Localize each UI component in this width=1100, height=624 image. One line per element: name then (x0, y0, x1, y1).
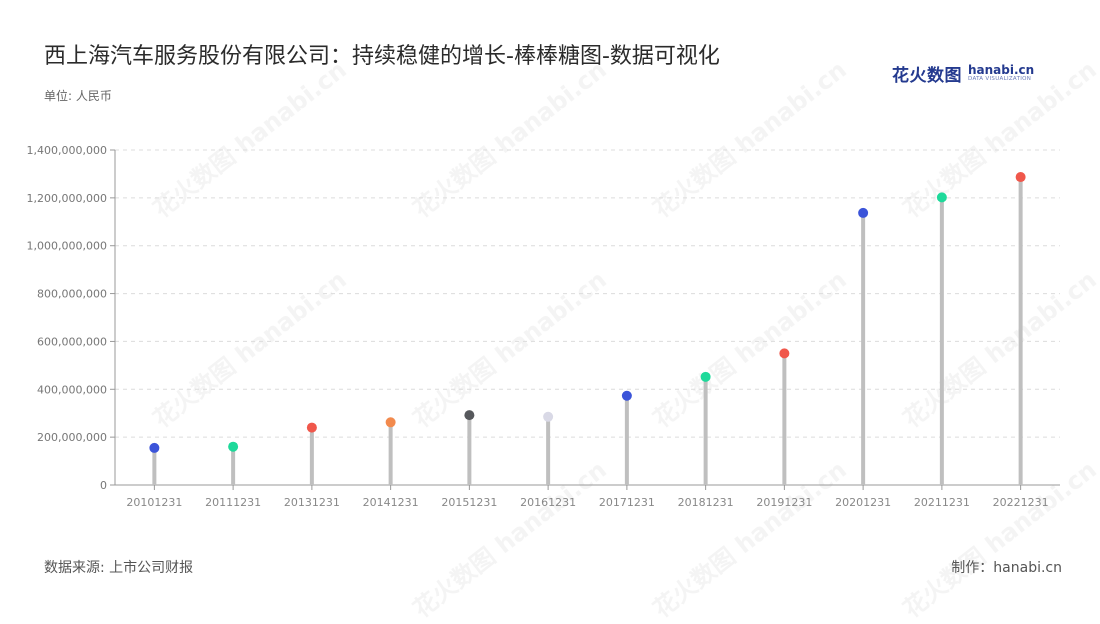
x-tick-label: 20111231 (205, 496, 261, 509)
y-tick-label: 200,000,000 (37, 431, 107, 444)
lollipop-point (700, 371, 711, 382)
data-source: 数据来源: 上市公司财报 (44, 560, 194, 576)
x-tick-label: 20161231 (520, 496, 576, 509)
chart-maker: 制作：hanabi.cn (951, 560, 1062, 576)
x-tick-label: 20171231 (599, 496, 655, 509)
y-tick-label: 0 (100, 479, 107, 492)
lollipop-point (228, 441, 239, 452)
x-tick-label: 20181231 (678, 496, 734, 509)
x-tick-label: 20141231 (363, 496, 419, 509)
brand-name-cn: 花火数图 (892, 65, 962, 86)
y-tick-label: 400,000,000 (37, 383, 107, 396)
brand-tagline: DATA VISUALIZATION (968, 75, 1032, 82)
y-tick-label: 1,400,000,000 (27, 144, 107, 157)
lollipop-point (858, 207, 869, 218)
brand-name-en: hanabi.cn DATA VISUALIZATION (968, 64, 1034, 83)
lollipop-chart: 0 200,000,000 400,000,000 600,000,000 800,00… (27, 144, 1060, 509)
x-tick-label: 20191231 (756, 496, 812, 509)
lollipop-point (464, 410, 475, 421)
brand-logo: 花火数图 hanabi.cn DATA VISUALIZATION (892, 60, 1042, 86)
x-tick-label: 20131231 (284, 496, 340, 509)
y-tick-label: 600,000,000 (37, 335, 107, 348)
x-tick-label: 20211231 (914, 496, 970, 509)
lollipop-point (1015, 172, 1026, 183)
x-tick-label: 20201231 (835, 496, 891, 509)
lollipop-point (543, 411, 554, 422)
y-tick-label: 800,000,000 (37, 288, 107, 301)
lollipop-point (385, 417, 396, 428)
lollipop-point (779, 348, 790, 359)
brand-domain: hanabi.cn (968, 62, 1035, 77)
lollipop-point (149, 442, 160, 453)
y-tick-label: 1,200,000,000 (27, 192, 107, 205)
x-tick-label: 20221231 (993, 496, 1049, 509)
x-tick-label: 20151231 (441, 496, 497, 509)
chart-title: 西上海汽车服务股份有限公司：持续稳健的增长-棒棒糖图-数据可视化 (44, 44, 720, 69)
unit-label: 单位: 人民币 (44, 89, 112, 103)
lollipop-point (306, 422, 317, 433)
lollipop-point (936, 192, 947, 203)
y-tick-label: 1,000,000,000 (27, 240, 107, 253)
lollipop-point (621, 390, 632, 401)
x-tick-label: 20101231 (126, 496, 182, 509)
